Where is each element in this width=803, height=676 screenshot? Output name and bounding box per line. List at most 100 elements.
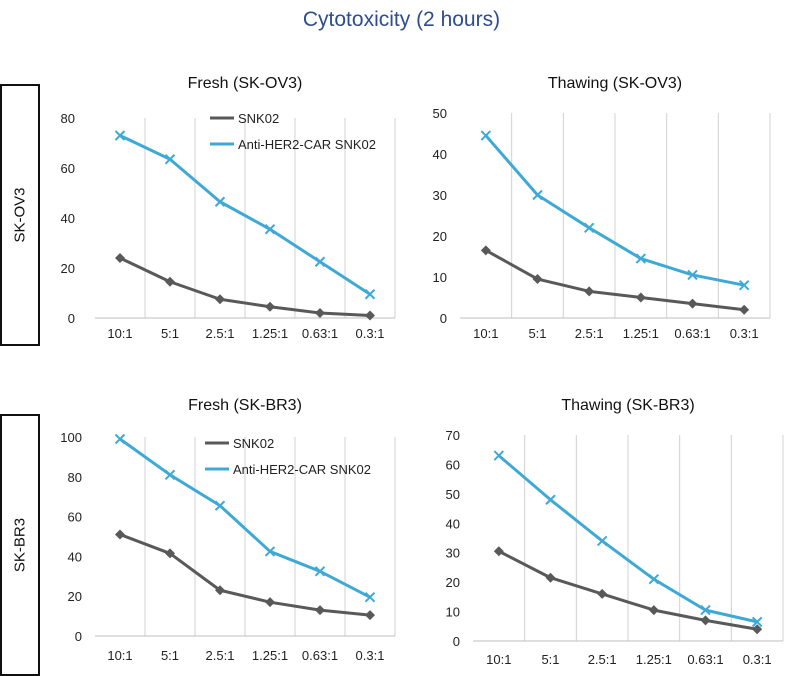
chart-3-series-anti-her2-car-snk02-point <box>114 433 126 445</box>
chart-3-series-anti-her2-car-snk02-point <box>314 566 326 577</box>
row-label-sk-br3: SK-BR3 <box>0 414 40 676</box>
chart-1-series-snk02-point <box>365 310 375 321</box>
chart-4-series-anti-her2-car-snk02-point <box>493 450 505 461</box>
chart-4-y-tick-label: 0 <box>453 634 460 649</box>
chart-3-title: Fresh (SK-BR3) <box>188 397 302 414</box>
chart-2-x-tick-label: 0.63:1 <box>674 326 710 341</box>
chart-1-series-snk02-point <box>265 301 275 312</box>
chart-2-series-snk02-point <box>480 245 491 256</box>
chart-4-x-tick-label: 0.3:1 <box>743 652 772 667</box>
chart-1-series-snk02-point <box>115 253 125 263</box>
chart-3-y-tick-label: 80 <box>68 470 82 485</box>
chart-1-series-anti-her2-car-snk02-point <box>214 196 226 207</box>
chart-4-y-tick-label: 40 <box>446 516 460 531</box>
chart-3-x-tick-label: 2.5:1 <box>206 648 235 663</box>
chart-2-y-tick-label: 30 <box>433 188 447 203</box>
chart-2-y-tick-label: 10 <box>433 270 447 285</box>
chart-2-y-tick-label: 50 <box>433 106 447 121</box>
chart-1-legend-label: SNK02 <box>238 111 279 126</box>
chart-4-x-tick-label: 2.5:1 <box>588 652 617 667</box>
chart-1-series-anti-her2-car-snk02-point <box>314 256 326 267</box>
chart-1-y-tick-label: 40 <box>61 211 75 226</box>
chart-4-series-anti-her2-car-snk02-point <box>596 535 608 547</box>
chart-4-series-snk02-line <box>498 549 758 631</box>
chart-2-x-tick-label: 2.5:1 <box>575 326 604 341</box>
chart-3-y-tick-label: 100 <box>60 430 82 445</box>
chart-4-x-tick-label: 5:1 <box>541 652 559 667</box>
chart-2-series-anti-her2-car-snk02-point <box>480 130 492 141</box>
chart-3-legend-label: Anti-HER2-CAR SNK02 <box>233 462 371 477</box>
chart-4-y-tick-label: 60 <box>446 457 460 472</box>
chart-1-series-snk02-point <box>165 276 175 287</box>
chart-2-series-snk02-point <box>584 286 595 297</box>
chart-4-y-tick-label: 20 <box>446 575 460 590</box>
chart-1-x-tick-label: 1.25:1 <box>252 326 288 341</box>
chart-4-series-snk02-point <box>493 546 504 557</box>
chart-2-series-snk02-point <box>739 304 750 315</box>
chart-1-series-anti-her2-car-snk02-point <box>164 154 176 165</box>
chart-3-series-anti-her2-car-snk02-point <box>214 500 226 511</box>
chart-2-series-snk02-point <box>687 298 698 309</box>
chart-2-series-snk02-point <box>635 292 646 303</box>
chart-3-x-tick-label: 0.63:1 <box>302 648 338 663</box>
chart-1-x-tick-label: 0.63:1 <box>302 326 338 341</box>
chart-4-x-tick-label: 0.63:1 <box>687 652 723 667</box>
chart-2-y-tick-label: 0 <box>440 311 447 326</box>
chart-2-x-tick-label: 5:1 <box>528 326 546 341</box>
chart-2-y-tick-label: 20 <box>433 229 447 244</box>
chart-1-y-tick-label: 80 <box>61 111 75 126</box>
chart-2-series-snk02-point <box>532 274 543 285</box>
chart-3-x-tick-label: 0.3:1 <box>356 648 385 663</box>
chart-2-x-tick-label: 1.25:1 <box>623 326 659 341</box>
chart-4-series-snk02-point <box>752 624 763 635</box>
chart-3-series-snk02-point <box>365 610 375 621</box>
chart-1-x-tick-label: 2.5:1 <box>206 326 235 341</box>
chart-2-title: Thawing (SK-OV3) <box>548 75 682 92</box>
chart-3-series-anti-her2-car-snk02-line <box>119 437 371 599</box>
chart-4-series-anti-her2-car-snk02-line <box>497 454 758 624</box>
chart-1-y-tick-label: 0 <box>68 311 75 326</box>
chart-1-title: Fresh (SK-OV3) <box>188 75 303 92</box>
chart-4-y-tick-label: 30 <box>446 546 460 561</box>
chart-3-y-tick-label: 40 <box>68 549 82 564</box>
chart-2-series-anti-her2-car-snk02-point <box>738 279 750 291</box>
row-label-sk-ov3: SK-OV3 <box>0 84 40 346</box>
chart-2-series-snk02-line <box>485 249 745 312</box>
chart-2-series-anti-her2-car-snk02-point <box>583 222 595 234</box>
chart-2-y-tick-label: 40 <box>433 147 447 162</box>
chart-3-series-snk02-line <box>119 533 371 617</box>
chart-3-series-snk02-point <box>115 529 125 540</box>
chart-1-series-anti-her2-car-snk02-line <box>119 134 371 296</box>
chart-4-series-anti-her2-car-snk02-point <box>700 604 711 616</box>
chart-1-y-tick-label: 20 <box>61 261 75 276</box>
chart-1-y-tick-label: 60 <box>61 161 75 176</box>
chart-2-series-anti-her2-car-snk02-point <box>635 253 647 264</box>
chart-1-series-anti-her2-car-snk02-point <box>364 289 376 300</box>
chart-4-series-anti-her2-car-snk02-point <box>648 573 660 585</box>
chart-3-series-snk02-point <box>165 548 175 559</box>
chart-1-series-anti-her2-car-snk02-point <box>114 130 126 141</box>
chart-3-legend-label: SNK02 <box>233 436 274 451</box>
chart-3-series-anti-her2-car-snk02-point <box>364 591 376 603</box>
chart-4-title: Thawing (SK-BR3) <box>561 397 694 414</box>
chart-3-series-snk02-point <box>315 605 325 616</box>
chart-4-y-tick-label: 10 <box>446 605 460 620</box>
chart-2-series-anti-her2-car-snk02-line <box>484 134 745 287</box>
chart-1-series-anti-her2-car-snk02-point <box>264 224 276 235</box>
chart-4-series-anti-her2-car-snk02-point <box>545 494 556 505</box>
chart-4-series-snk02-point <box>597 588 608 599</box>
chart-3-x-tick-label: 5:1 <box>161 648 179 663</box>
chart-2-x-tick-label: 0.3:1 <box>730 326 759 341</box>
chart-4-series-snk02-point <box>700 615 711 626</box>
chart-4-series-snk02-point <box>545 572 556 583</box>
chart-2-series-anti-her2-car-snk02-point <box>532 189 543 201</box>
main-title: Cytotoxicity (2 hours) <box>302 8 501 31</box>
chart-4-y-tick-label: 70 <box>446 428 460 443</box>
chart-4-series-anti-her2-car-snk02-point <box>751 616 763 628</box>
chart-2-x-tick-label: 10:1 <box>473 326 498 341</box>
chart-3-series-snk02-point <box>215 585 225 596</box>
chart-3-y-tick-label: 0 <box>75 629 82 644</box>
chart-4-series-snk02-point <box>648 605 659 616</box>
chart-1-x-tick-label: 5:1 <box>161 326 179 341</box>
